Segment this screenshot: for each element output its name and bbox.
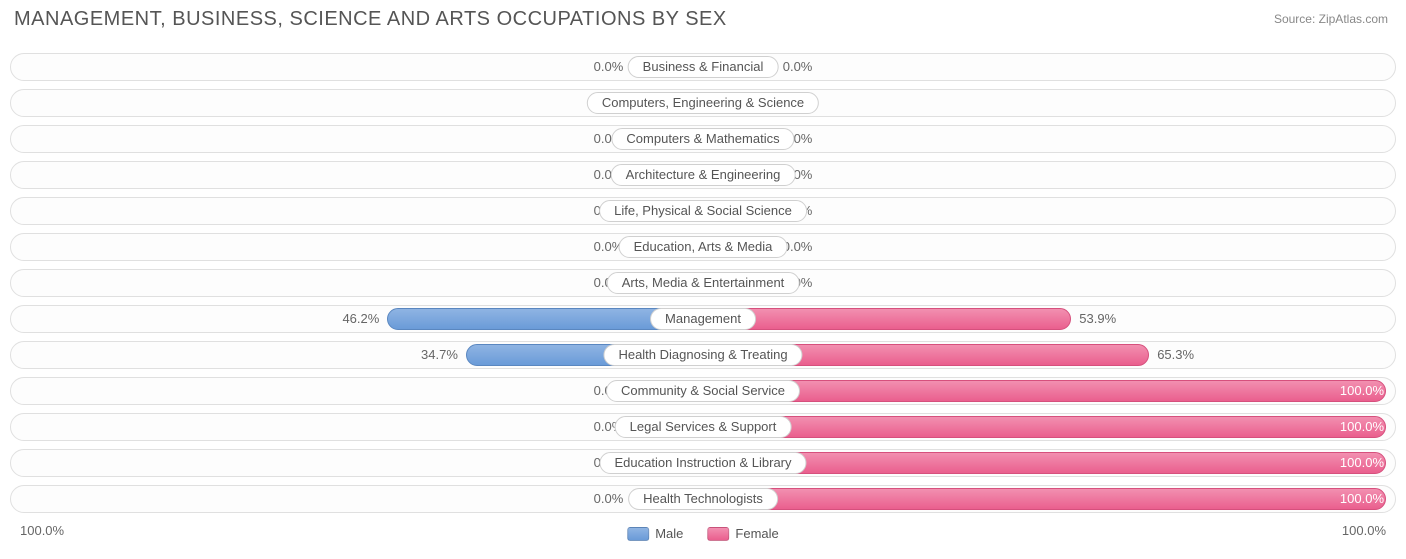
chart-row: Life, Physical & Social Science0.0%0.0% <box>10 194 1396 228</box>
category-label: Architecture & Engineering <box>611 164 796 186</box>
legend-item-female: Female <box>707 526 778 541</box>
category-label: Education, Arts & Media <box>619 236 788 258</box>
female-pct-label: 100.0% <box>1340 416 1384 438</box>
female-bar <box>703 416 1386 438</box>
category-label: Education Instruction & Library <box>599 452 806 474</box>
chart-row: Management 46.2% 53.9% <box>10 302 1396 336</box>
chart-row: Legal Services & Support0.0%100.0% <box>10 410 1396 444</box>
female-pct-label: 100.0% <box>1340 488 1384 510</box>
male-pct-label: 34.7% <box>421 344 458 366</box>
axis-right-label: 100.0% <box>1342 523 1386 538</box>
chart-row: Computers & Mathematics0.0%0.0% <box>10 122 1396 156</box>
chart-row: Business & Financial0.0% 0.0% <box>10 50 1396 84</box>
chart-row: Health Technologists0.0% 100.0% <box>10 482 1396 516</box>
chart-row: Education, Arts & Media0.0%0.0% <box>10 230 1396 264</box>
category-label: Computers & Mathematics <box>611 128 794 150</box>
chart-row: Health Diagnosing & Treating 34.7% 65.3% <box>10 338 1396 372</box>
chart-row: Architecture & Engineering0.0%0.0% <box>10 158 1396 192</box>
chart-row: Education Instruction & Library0.0%100.0… <box>10 446 1396 480</box>
category-label: Arts, Media & Entertainment <box>607 272 800 294</box>
chart-title: MANAGEMENT, BUSINESS, SCIENCE AND ARTS O… <box>14 8 727 31</box>
male-pct-label: 46.2% <box>342 308 379 330</box>
female-pct-label: 65.3% <box>1157 344 1194 366</box>
legend-swatch-male <box>627 527 649 541</box>
category-label: Health Diagnosing & Treating <box>603 344 802 366</box>
female-bar <box>703 488 1386 510</box>
category-label: Life, Physical & Social Science <box>599 200 807 222</box>
chart-row: Arts, Media & Entertainment0.0%0.0% <box>10 266 1396 300</box>
source-prefix: Source: <box>1274 12 1319 26</box>
female-pct-label: 53.9% <box>1079 308 1116 330</box>
category-label: Management <box>650 308 756 330</box>
category-label: Health Technologists <box>628 488 778 510</box>
category-label: Community & Social Service <box>606 380 800 402</box>
female-pct-label: 0.0% <box>783 56 813 78</box>
female-pct-label: 100.0% <box>1340 452 1384 474</box>
legend-label-male: Male <box>655 526 683 541</box>
legend-label-female: Female <box>735 526 778 541</box>
legend-swatch-female <box>707 527 729 541</box>
female-bar <box>703 308 1071 330</box>
chart-row: Computers, Engineering & Science0.0%0.0% <box>10 86 1396 120</box>
female-bar <box>703 380 1386 402</box>
category-label: Legal Services & Support <box>615 416 792 438</box>
source-name: ZipAtlas.com <box>1319 12 1388 26</box>
source-attribution: Source: ZipAtlas.com <box>1274 12 1388 26</box>
category-label: Business & Financial <box>628 56 779 78</box>
axis-left-label: 100.0% <box>20 523 64 538</box>
female-pct-label: 100.0% <box>1340 380 1384 402</box>
chart-row: Community & Social Service0.0%100.0% <box>10 374 1396 408</box>
category-label: Computers, Engineering & Science <box>587 92 819 114</box>
legend-item-male: Male <box>627 526 683 541</box>
chart-area: Business & Financial0.0%0.0%Computers, E… <box>10 50 1396 519</box>
male-pct-label: 0.0% <box>594 488 624 510</box>
legend: Male Female <box>627 526 779 541</box>
male-pct-label: 0.0% <box>594 56 624 78</box>
